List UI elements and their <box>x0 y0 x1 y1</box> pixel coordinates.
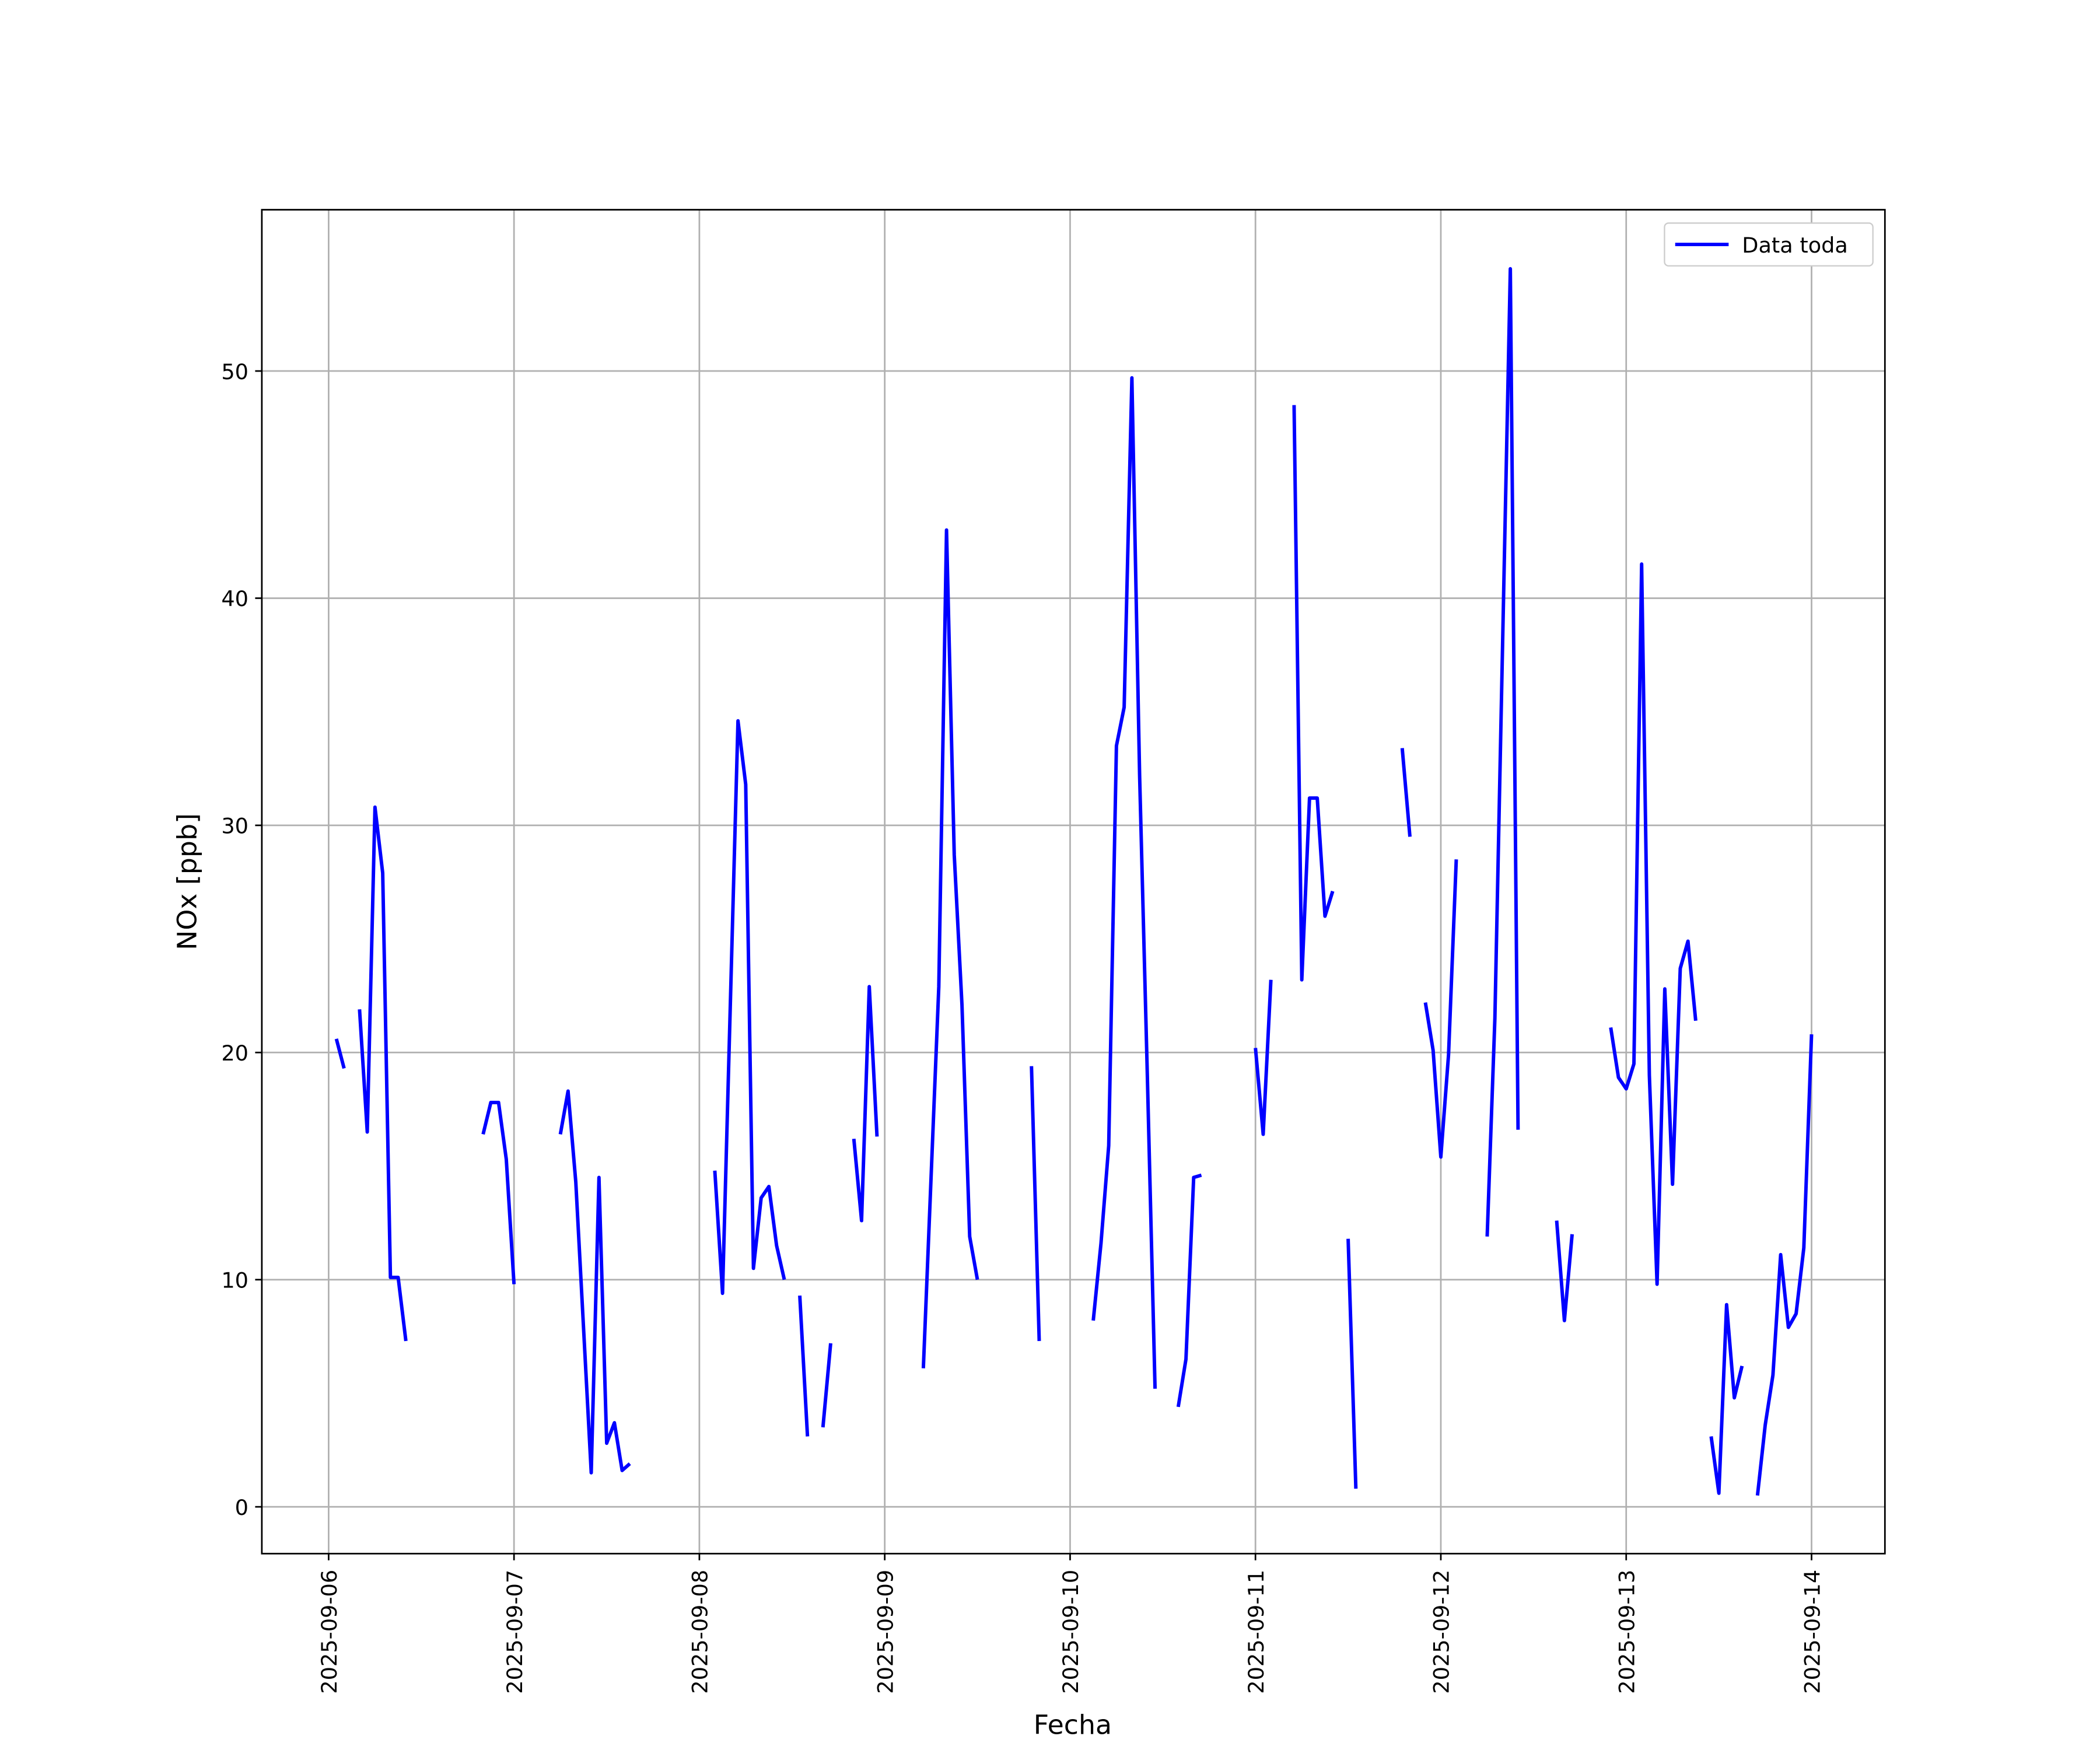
legend: Data toda <box>1664 222 1874 267</box>
data-line <box>334 267 1814 1496</box>
y-tick-label: 20 <box>221 1041 249 1066</box>
x-tick-label: 2025-09-12 <box>1429 1570 1454 1694</box>
x-tick-label: 2025-09-13 <box>1614 1570 1639 1694</box>
y-tick-label: 50 <box>221 359 249 384</box>
legend-label: Data toda <box>1742 233 1848 258</box>
y-tick-label: 10 <box>221 1268 249 1293</box>
y-axis-label: NOx [ppb] <box>172 813 203 950</box>
x-tick-label: 2025-09-11 <box>1244 1570 1269 1694</box>
y-tick-label: 40 <box>221 586 249 611</box>
x-tick-label: 2025-09-09 <box>873 1570 898 1694</box>
y-tick-label: 30 <box>221 814 249 839</box>
x-axis-label: Fecha <box>1034 1709 1112 1741</box>
x-tick-label: 2025-09-07 <box>502 1570 527 1694</box>
x-tick-label: 2025-09-10 <box>1058 1570 1083 1694</box>
x-tick-label: 2025-09-08 <box>688 1570 713 1694</box>
legend-box <box>1664 222 1874 267</box>
x-tick-label: 2025-09-14 <box>1800 1570 1825 1694</box>
y-tick-label: 0 <box>235 1495 249 1520</box>
x-tick-label: 2025-09-06 <box>317 1570 342 1694</box>
plot-frame <box>261 209 1886 1555</box>
